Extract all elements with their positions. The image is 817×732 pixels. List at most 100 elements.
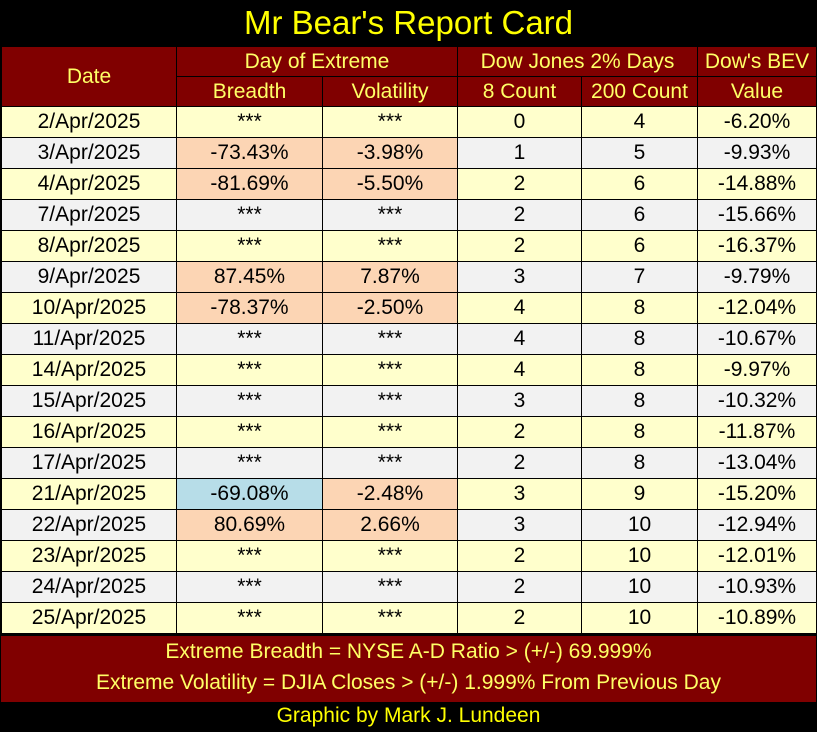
table-row: 15/Apr/2025 *** *** 3 8 -10.32% [1,385,817,417]
table-row: 16/Apr/2025 *** *** 2 8 -11.87% [1,416,817,448]
bev-value-cell: -9.97% [697,354,817,386]
date-cell: 11/Apr/2025 [1,323,177,355]
count8-cell: 2 [457,602,582,634]
count8-cell: 2 [457,540,582,572]
breadth-cell: *** [176,323,323,355]
footer-breadth-definition: Extreme Breadth = NYSE A-D Ratio > (+/-)… [165,640,652,663]
table-row: 24/Apr/2025 *** *** 2 10 -10.93% [1,571,817,603]
breadth-cell: -73.43% [176,137,323,169]
table-row: 7/Apr/2025 *** *** 2 6 -15.66% [1,199,817,231]
bev-value-cell: -10.89% [697,602,817,634]
count8-cell: 4 [457,292,582,324]
header-8-count: 8 Count [457,76,582,107]
count8-cell: 2 [457,199,582,231]
volatility-cell: *** [322,540,458,572]
count200-cell: 8 [581,354,698,386]
count200-cell: 6 [581,230,698,262]
breadth-cell: *** [176,540,323,572]
breadth-cell: -69.08% [176,478,323,510]
count200-cell: 10 [581,509,698,541]
count200-cell: 8 [581,385,698,417]
breadth-cell: 87.45% [176,261,323,293]
date-cell: 22/Apr/2025 [1,509,177,541]
table-row: 9/Apr/2025 87.45% 7.87% 3 7 -9.79% [1,261,817,293]
bev-value-cell: -10.93% [697,571,817,603]
volatility-cell: *** [322,447,458,479]
date-cell: 16/Apr/2025 [1,416,177,448]
volatility-cell: *** [322,602,458,634]
date-cell: 15/Apr/2025 [1,385,177,417]
date-cell: 23/Apr/2025 [1,540,177,572]
table-row: 8/Apr/2025 *** *** 2 6 -16.37% [1,230,817,262]
table-row: 25/Apr/2025 *** *** 2 10 -10.89% [1,602,817,634]
count200-cell: 9 [581,478,698,510]
count200-cell: 5 [581,137,698,169]
breadth-cell: *** [176,199,323,231]
count200-cell: 7 [581,261,698,293]
table-row: 17/Apr/2025 *** *** 2 8 -13.04% [1,447,817,479]
count8-cell: 4 [457,323,582,355]
volatility-cell: *** [322,416,458,448]
bev-value-cell: -9.79% [697,261,817,293]
volatility-cell: *** [322,323,458,355]
report-table: Date Day of Extreme Dow Jones 2% Days Do… [1,46,817,634]
header-day-of-extreme: Day of Extreme [176,46,458,77]
breadth-cell: *** [176,416,323,448]
date-cell: 2/Apr/2025 [1,106,177,138]
table-row: 22/Apr/2025 80.69% 2.66% 3 10 -12.94% [1,509,817,541]
volatility-cell: *** [322,354,458,386]
table-row: 4/Apr/2025 -81.69% -5.50% 2 6 -14.88% [1,168,817,200]
count200-cell: 8 [581,323,698,355]
date-cell: 21/Apr/2025 [1,478,177,510]
table-row: 3/Apr/2025 -73.43% -3.98% 1 5 -9.93% [1,137,817,169]
volatility-cell: -5.50% [322,168,458,200]
breadth-cell: *** [176,385,323,417]
date-cell: 25/Apr/2025 [1,602,177,634]
date-cell: 3/Apr/2025 [1,137,177,169]
breadth-cell: *** [176,230,323,262]
date-cell: 9/Apr/2025 [1,261,177,293]
breadth-cell: *** [176,602,323,634]
count200-cell: 4 [581,106,698,138]
volatility-cell: *** [322,199,458,231]
count8-cell: 2 [457,416,582,448]
breadth-cell: -78.37% [176,292,323,324]
date-cell: 10/Apr/2025 [1,292,177,324]
header-volatility: Volatility [322,76,458,107]
bev-value-cell: -13.04% [697,447,817,479]
breadth-cell: 80.69% [176,509,323,541]
bev-value-cell: -12.04% [697,292,817,324]
footer-volatility-definition: Extreme Volatility = DJIA Closes > (+/-)… [96,671,721,694]
count8-cell: 3 [457,478,582,510]
count8-cell: 3 [457,261,582,293]
count200-cell: 6 [581,168,698,200]
count200-cell: 8 [581,447,698,479]
bev-value-cell: -16.37% [697,230,817,262]
count200-cell: 8 [581,416,698,448]
count8-cell: 3 [457,509,582,541]
volatility-cell: *** [322,106,458,138]
breadth-cell: *** [176,447,323,479]
date-cell: 14/Apr/2025 [1,354,177,386]
count200-cell: 6 [581,199,698,231]
count8-cell: 3 [457,385,582,417]
breadth-cell: *** [176,106,323,138]
bev-value-cell: -9.93% [697,137,817,169]
count8-cell: 2 [457,447,582,479]
volatility-cell: 2.66% [322,509,458,541]
table-row: 23/Apr/2025 *** *** 2 10 -12.01% [1,540,817,572]
bev-value-cell: -12.01% [697,540,817,572]
volatility-cell: *** [322,571,458,603]
header-dow-2pct-days: Dow Jones 2% Days [457,46,698,77]
breadth-cell: -81.69% [176,168,323,200]
count8-cell: 4 [457,354,582,386]
bev-value-cell: -6.20% [697,106,817,138]
bev-value-cell: -10.32% [697,385,817,417]
bev-value-cell: -15.66% [697,199,817,231]
date-cell: 7/Apr/2025 [1,199,177,231]
table-row: 11/Apr/2025 *** *** 4 8 -10.67% [1,323,817,355]
credit-line: Graphic by Mark J. Lundeen [276,704,541,727]
date-cell: 17/Apr/2025 [1,447,177,479]
definitions-footer: Extreme Breadth = NYSE A-D Ratio > (+/-)… [1,636,816,702]
